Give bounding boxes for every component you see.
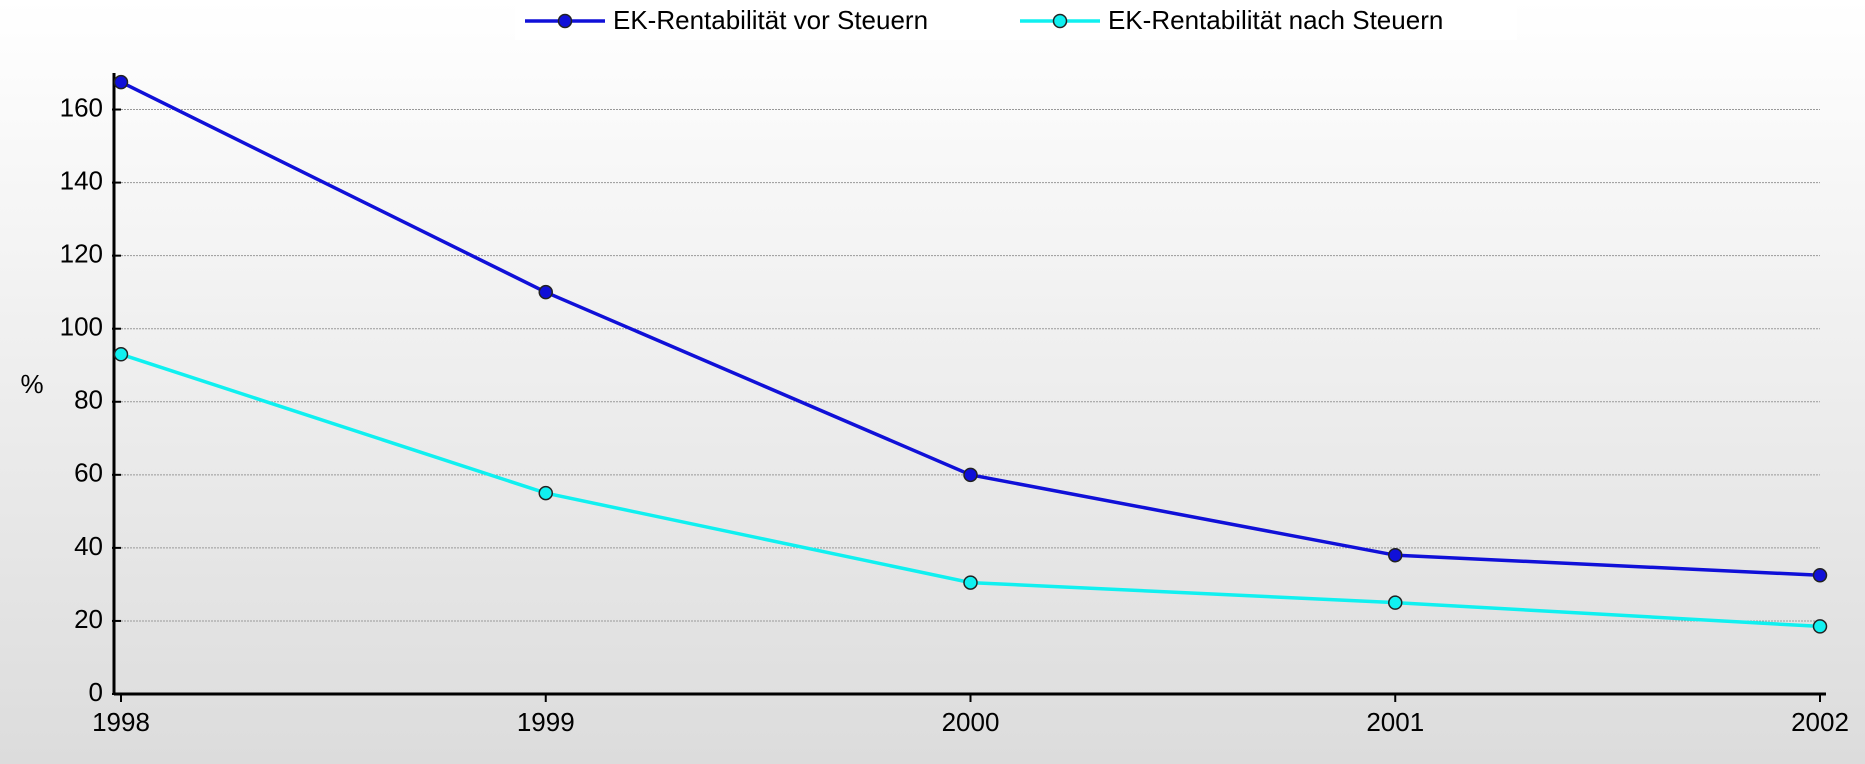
y-tick-label: 60 — [74, 458, 103, 488]
point — [1388, 547, 1403, 563]
y-tick-label: 140 — [60, 165, 103, 195]
y-tick-label: 20 — [74, 604, 103, 634]
point — [1388, 595, 1403, 610]
y-tick-label: 100 — [60, 312, 103, 342]
y-tick-label: 0 — [89, 677, 103, 707]
x-tick-label: 2000 — [942, 707, 1000, 737]
legend-label: EK-Rentabilität vor Steuern — [613, 5, 928, 35]
legend-box — [515, 2, 1517, 40]
x-tick-label: 2001 — [1366, 707, 1424, 737]
point — [113, 347, 129, 362]
legend-marker — [1052, 13, 1068, 29]
point — [963, 575, 978, 590]
y-tick-label: 120 — [60, 239, 103, 269]
point — [538, 284, 553, 300]
point — [538, 485, 553, 501]
legend-label: EK-Rentabilität nach Steuern — [1108, 5, 1443, 35]
x-tick-label: 1998 — [92, 707, 150, 737]
y-axis-label: % — [20, 369, 43, 399]
point — [1812, 568, 1828, 583]
point — [963, 467, 978, 483]
point — [1812, 619, 1828, 634]
y-tick-label: 160 — [60, 92, 103, 122]
y-tick-label: 80 — [74, 385, 103, 415]
x-tick-label: 1999 — [517, 707, 575, 737]
x-tick-label: 2002 — [1791, 707, 1849, 737]
y-tick-label: 40 — [74, 531, 103, 561]
point — [113, 74, 129, 90]
legend-marker — [557, 13, 573, 29]
